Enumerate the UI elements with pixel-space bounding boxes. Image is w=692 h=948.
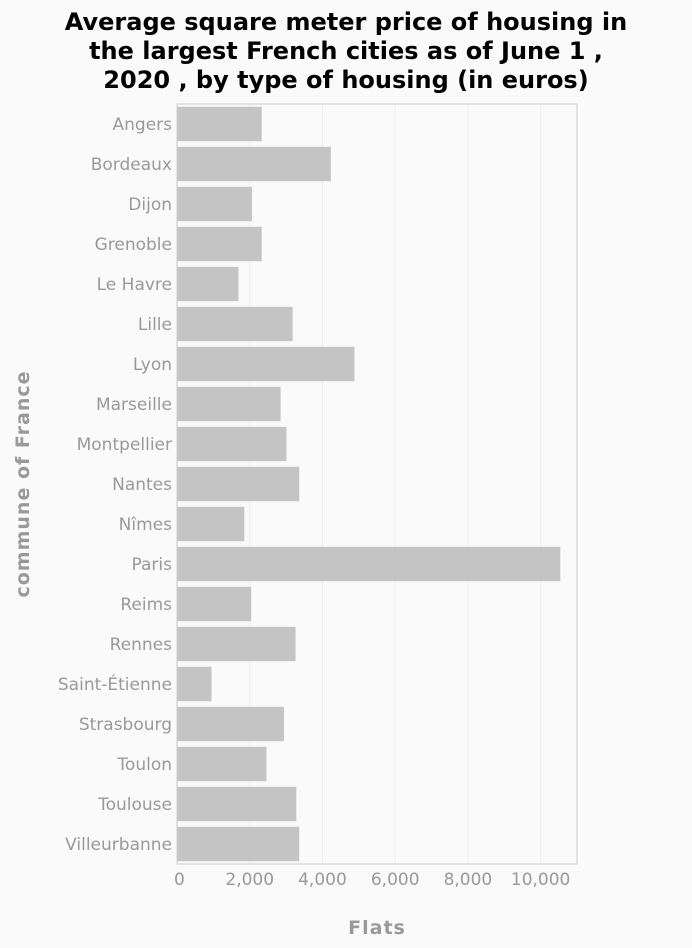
bar-dijon bbox=[177, 186, 252, 222]
x-tick-label: 0 bbox=[174, 870, 185, 890]
y-tick-label: Nantes bbox=[112, 475, 172, 495]
y-tick-label: Strasbourg bbox=[79, 715, 172, 735]
y-tick-label: Bordeaux bbox=[91, 155, 172, 175]
chart-title-line: the largest French cities as of June 1 , bbox=[89, 37, 603, 65]
y-tick-label: Marseille bbox=[96, 395, 172, 415]
plot-frame bbox=[176, 103, 578, 865]
x-tick-label: 6,000 bbox=[371, 870, 420, 890]
bar-bordeaux bbox=[177, 146, 331, 182]
bar-reims bbox=[177, 586, 252, 622]
y-tick-label: Rennes bbox=[110, 635, 173, 655]
x-tick-label: 2,000 bbox=[225, 870, 274, 890]
bar-saint-tienne bbox=[177, 666, 212, 702]
x-tick-label: 10,000 bbox=[511, 870, 570, 890]
y-tick-label: Grenoble bbox=[95, 235, 172, 255]
bar-montpellier bbox=[177, 426, 287, 462]
y-tick-label: Toulouse bbox=[97, 795, 172, 815]
chart-title-line: Average square meter price of housing in bbox=[65, 8, 627, 36]
bar-le-havre bbox=[177, 266, 239, 302]
y-tick-label: Paris bbox=[132, 555, 173, 575]
y-axis-title: commune of France bbox=[12, 370, 34, 597]
bar-strasbourg bbox=[177, 706, 284, 742]
bar-marseille bbox=[177, 386, 281, 422]
y-tick-label: Nîmes bbox=[119, 515, 172, 535]
bar-nantes bbox=[177, 466, 300, 502]
y-tick-label: Dijon bbox=[128, 195, 172, 215]
bar-paris bbox=[177, 546, 561, 582]
bar-lyon bbox=[177, 346, 355, 382]
y-tick-label: Villeurbanne bbox=[65, 835, 172, 855]
y-tick-label: Saint-Étienne bbox=[58, 673, 172, 695]
y-tick-label: Le Havre bbox=[97, 275, 172, 295]
y-tick-label: Toulon bbox=[116, 755, 172, 775]
chart-title-line: 2020 , by type of housing (in euros) bbox=[103, 66, 588, 94]
y-tick-label: Lille bbox=[138, 315, 172, 335]
y-tick-labels: Angers Bordeaux Dijon Grenoble Le Havre Lille… bbox=[58, 115, 172, 855]
bar-toulouse bbox=[177, 786, 297, 822]
bar-villeurbanne bbox=[177, 826, 300, 862]
y-tick-label: Montpellier bbox=[77, 435, 172, 455]
x-tick-label: 8,000 bbox=[444, 870, 493, 890]
x-tick-labels: 0 2,000 4,000 6,000 8,000 10,000 bbox=[174, 870, 570, 890]
bar-grenoble bbox=[177, 226, 262, 262]
bar-angers bbox=[177, 106, 262, 142]
bar-n-mes bbox=[177, 506, 245, 542]
y-tick-label: Angers bbox=[113, 115, 173, 135]
y-tick-label: Lyon bbox=[133, 355, 172, 375]
bar-toulon bbox=[177, 746, 267, 782]
x-tick-label: 4,000 bbox=[298, 870, 347, 890]
chart-title: Average square meter price of housing in… bbox=[65, 8, 627, 94]
y-tick-label: Reims bbox=[120, 595, 172, 615]
bar-rennes bbox=[177, 626, 296, 662]
x-axis-title: Flats bbox=[348, 917, 406, 939]
bars bbox=[177, 106, 561, 862]
bar-lille bbox=[177, 306, 293, 342]
